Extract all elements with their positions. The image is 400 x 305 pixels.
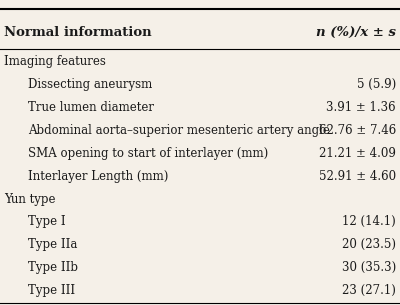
Text: Normal information: Normal information — [4, 26, 152, 38]
Text: 30 (35.3): 30 (35.3) — [342, 261, 396, 274]
Text: Type IIb: Type IIb — [28, 261, 78, 274]
Text: 12 (14.1): 12 (14.1) — [342, 215, 396, 228]
Text: Type IIa: Type IIa — [28, 238, 77, 251]
Text: Imaging features: Imaging features — [4, 55, 106, 68]
Text: n (%)/x ± s: n (%)/x ± s — [316, 26, 396, 38]
Text: SMA opening to start of interlayer (mm): SMA opening to start of interlayer (mm) — [28, 147, 268, 160]
Text: 21.21 ± 4.09: 21.21 ± 4.09 — [319, 147, 396, 160]
Text: 5 (5.9): 5 (5.9) — [357, 78, 396, 91]
Text: 52.91 ± 4.60: 52.91 ± 4.60 — [319, 170, 396, 183]
Text: True lumen diameter: True lumen diameter — [28, 101, 154, 114]
Text: 62.76 ± 7.46: 62.76 ± 7.46 — [319, 124, 396, 137]
Text: Dissecting aneurysm: Dissecting aneurysm — [28, 78, 152, 91]
Text: Abdominal aorta–superior mesenteric artery angle: Abdominal aorta–superior mesenteric arte… — [28, 124, 330, 137]
Text: 23 (27.1): 23 (27.1) — [342, 284, 396, 297]
Text: 3.91 ± 1.36: 3.91 ± 1.36 — [326, 101, 396, 114]
Text: 20 (23.5): 20 (23.5) — [342, 238, 396, 251]
Text: Yun type: Yun type — [4, 192, 56, 206]
Text: Interlayer Length (mm): Interlayer Length (mm) — [28, 170, 168, 183]
Text: Type I: Type I — [28, 215, 66, 228]
Text: Type III: Type III — [28, 284, 75, 297]
